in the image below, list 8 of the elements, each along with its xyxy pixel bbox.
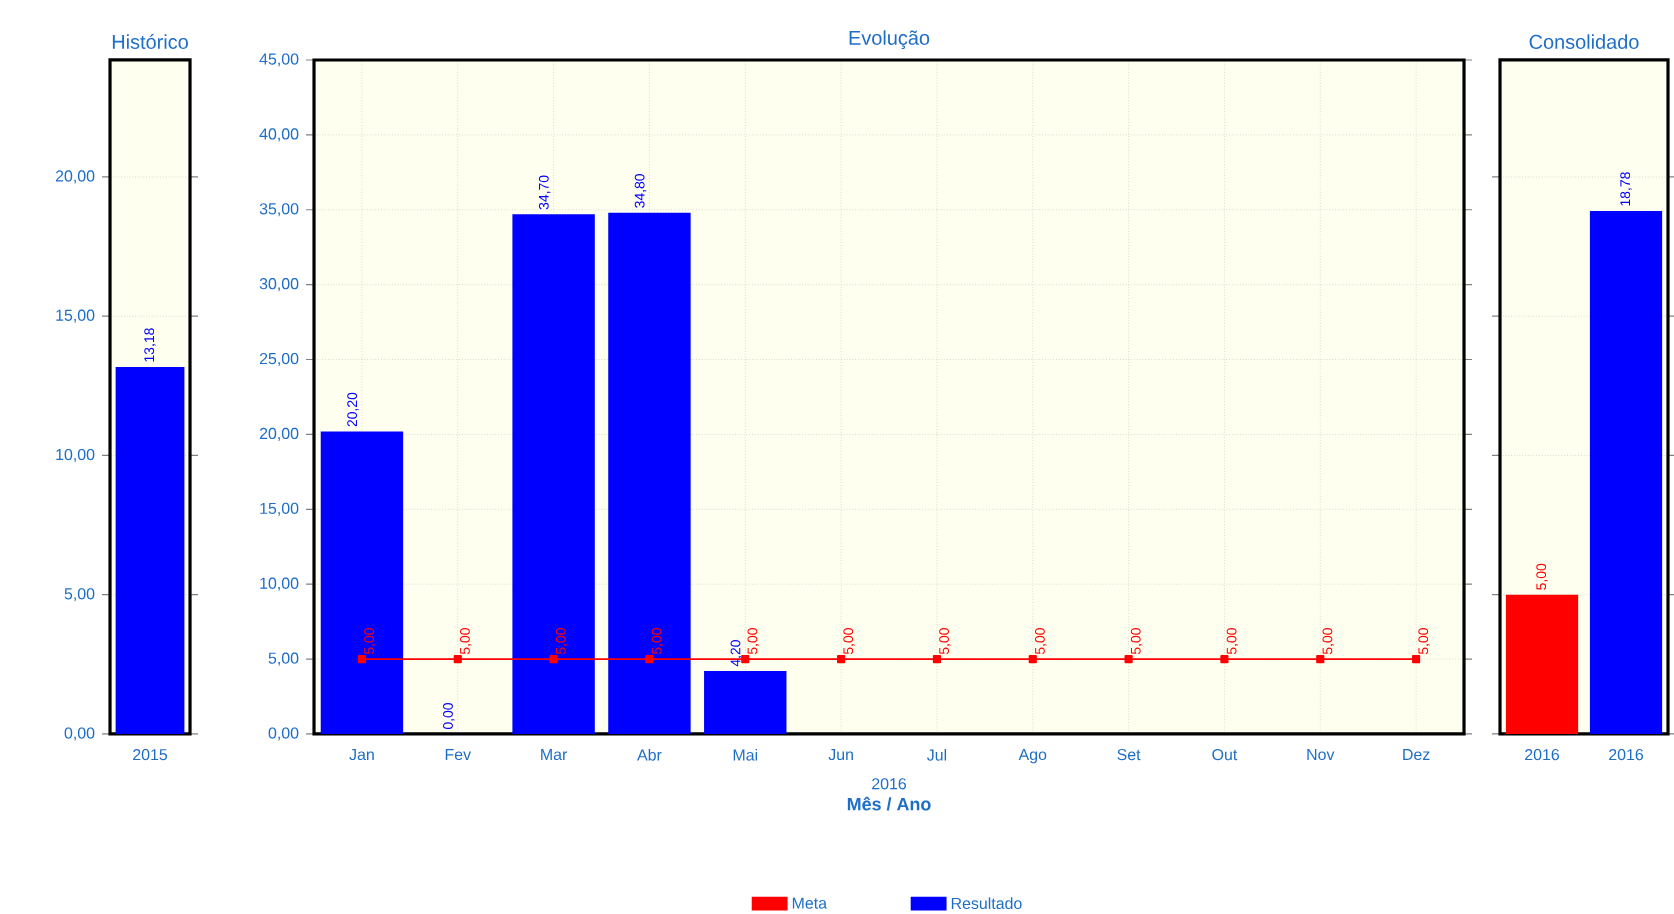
bar: [320, 431, 404, 734]
bar: [512, 214, 595, 734]
chart-title: Histórico: [112, 34, 188, 49]
x-axis-title: Mês / Ano: [847, 796, 931, 811]
bar: [704, 671, 787, 734]
bar: [608, 212, 691, 734]
chart-title: Evolução: [849, 30, 930, 49]
chart-title: Consolidado: [1529, 34, 1639, 49]
